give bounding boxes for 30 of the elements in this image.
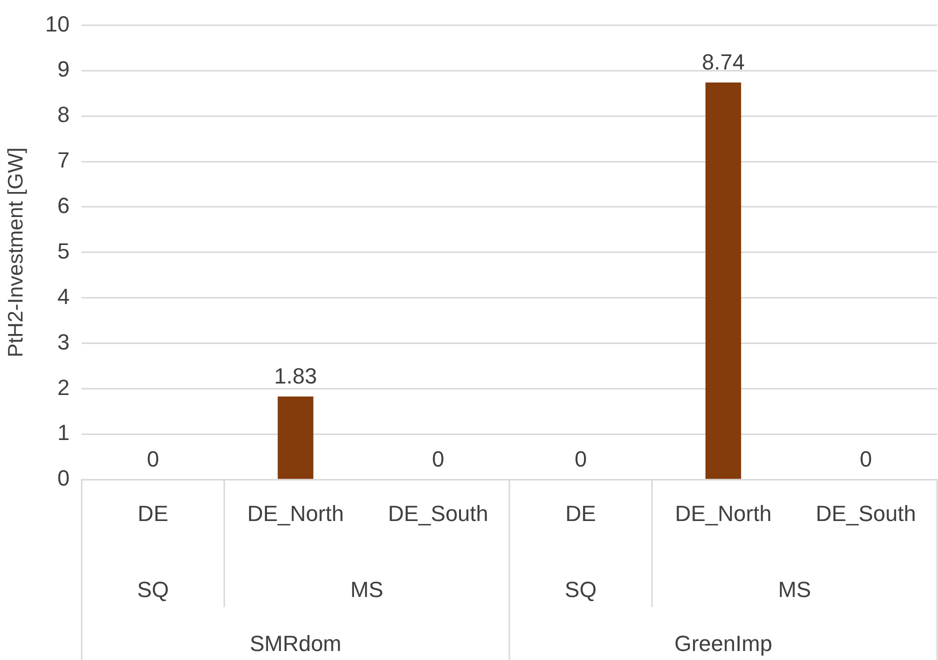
data-label: 0	[146, 446, 160, 472]
x-tick-label: DE_North	[247, 500, 344, 526]
text: SQ	[137, 577, 169, 602]
y-tick-label: 2	[57, 374, 70, 400]
data-label: 8.74	[702, 50, 745, 75]
x-tick-label: DE_South	[388, 500, 488, 526]
x-tick-label: DE_South	[816, 500, 916, 526]
y-tick-label: 7	[57, 148, 70, 173]
x-tick-label: DE	[138, 500, 168, 526]
y-tick-label: 5	[57, 238, 70, 264]
x-tick-label: DE	[565, 500, 596, 526]
y-tick-label: 1	[57, 420, 70, 446]
text: SMRdom	[250, 631, 342, 656]
y-tick-label: 0	[57, 466, 70, 491]
text: MS	[778, 577, 812, 602]
y-tick-label: 10	[45, 11, 70, 36]
y-axis-title: PtH2-Investment [GW]	[4, 147, 28, 358]
data-label: 0	[860, 446, 872, 472]
data-label: 0	[432, 446, 444, 472]
text: MS	[350, 577, 384, 602]
y-tick-label: 3	[57, 329, 70, 354]
y-tick-label: 9	[57, 56, 70, 82]
text: GreenImp	[674, 631, 772, 656]
y-tick-label: 4	[57, 284, 70, 309]
data-label: 1.83	[274, 364, 317, 389]
y-tick-label: 6	[57, 193, 70, 218]
y-tick-label: 8	[57, 102, 70, 128]
x-tick-label: DE_North	[674, 500, 772, 526]
text: SQ	[564, 577, 597, 602]
data-label: 0	[574, 446, 587, 472]
